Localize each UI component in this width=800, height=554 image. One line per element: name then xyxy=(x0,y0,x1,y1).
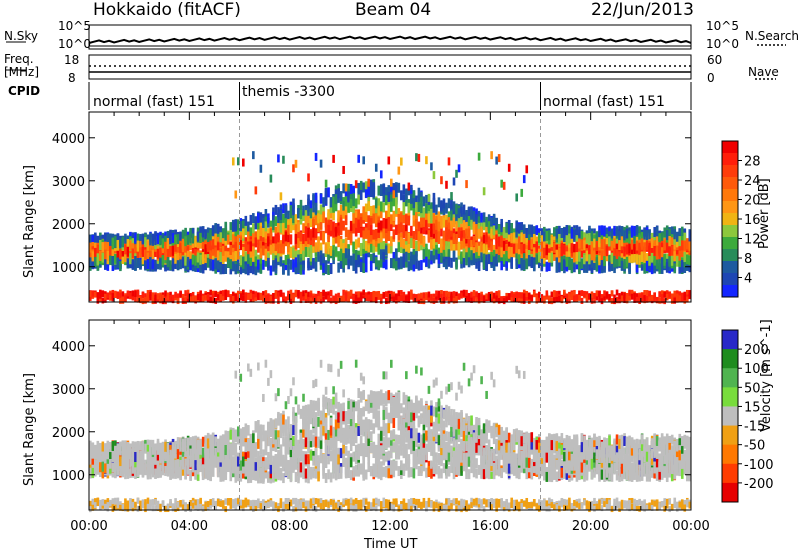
velocity-colorbar-swatch xyxy=(722,387,738,407)
velocity-colorbar-swatch xyxy=(722,406,738,427)
velocity-colorbar-tick-label: 50 xyxy=(744,381,761,396)
power-colorbar-tick-label: 20 xyxy=(744,194,761,209)
x-tick-label: 04:00 xyxy=(171,519,208,534)
velocity-colorbar-tick-label: -15 xyxy=(744,420,765,435)
power-colorbar-tick-label: 12 xyxy=(744,233,761,248)
freq-unit-label: [MHz] xyxy=(4,65,40,79)
y-tick-label: 4000 xyxy=(52,340,85,355)
power-colorbar-tick-label: 28 xyxy=(744,155,761,170)
velocity-colorbar-frame xyxy=(721,329,739,503)
power-colorbar-swatch xyxy=(722,237,738,250)
nsky-label: N.Sky xyxy=(4,29,39,43)
x-tick-label: 08:00 xyxy=(271,519,308,534)
velocity-colorbar-swatch xyxy=(722,444,738,465)
velocity-colorbar-tick-label: -50 xyxy=(744,439,765,454)
freq-label: Freq. xyxy=(4,52,34,66)
y-tick-label: 1000 xyxy=(52,469,85,484)
velocity-colorbar-swatch xyxy=(722,349,738,369)
power-colorbar-swatch xyxy=(722,189,738,202)
velocity-colorbar-tick-label: 100 xyxy=(744,362,769,377)
nsearch-label: N.Search xyxy=(745,29,800,43)
y-tick-label: 4000 xyxy=(52,132,85,147)
power-heatmap xyxy=(89,151,692,305)
power-colorbar-tick-label: 24 xyxy=(744,174,761,189)
date-title: 22/Jun/2013 xyxy=(591,0,694,20)
x-tick-label: 16:00 xyxy=(472,519,509,534)
velocity-colorbar-tick-label: 15 xyxy=(744,400,761,415)
velocity-colorbar-swatch xyxy=(722,425,738,446)
power-colorbar-swatch xyxy=(722,261,738,274)
noise-trace xyxy=(88,35,692,44)
x-tick-label: 00:00 xyxy=(70,519,107,534)
velocity-heatmap xyxy=(89,359,692,513)
cpid-segment-1: normal (fast) 151 xyxy=(93,94,215,110)
x-tick-label: 00:00 xyxy=(672,519,709,534)
cpid-label: CPID xyxy=(8,84,41,98)
power-colorbar-tick-label: 8 xyxy=(744,252,752,267)
velocity-colorbar-tick-label: 200 xyxy=(744,343,769,358)
power-colorbar-swatch xyxy=(722,285,738,298)
nave-tick-bottom: 0 xyxy=(707,71,715,85)
beam-title: Beam 04 xyxy=(355,0,432,20)
cpid-segment-3: normal (fast) 151 xyxy=(543,94,665,110)
power-colorbar-swatch xyxy=(722,213,738,226)
power-colorbar-tick-label: 4 xyxy=(744,272,752,287)
power-colorbar-swatch xyxy=(722,273,738,286)
freq-tick-top: 18 xyxy=(64,53,80,67)
velocity-colorbar-swatch xyxy=(722,463,738,484)
nsearch-tick-top: 10^5 xyxy=(706,19,739,33)
nsky-tick-bottom: 10^0 xyxy=(58,37,91,51)
nave-label: Nave xyxy=(748,65,779,79)
velocity-colorbar-tick-label: -100 xyxy=(744,458,774,473)
x-tick-label: 20:00 xyxy=(572,519,609,534)
x-tick-label: 12:00 xyxy=(371,519,408,534)
power-colorbar-swatch xyxy=(722,165,738,178)
y-tick-label: 3000 xyxy=(52,383,85,398)
power-colorbar-tick-label: 16 xyxy=(744,213,761,228)
power-colorbar-swatch xyxy=(722,153,738,166)
nsearch-tick-bottom: 10^0 xyxy=(706,37,739,51)
y-tick-label: 2000 xyxy=(52,218,85,233)
nave-tick-top: 60 xyxy=(707,53,723,67)
station-title: Hokkaido (fitACF) xyxy=(93,0,241,20)
velocity-colorbar-swatch xyxy=(722,368,738,388)
y-tick-label: 3000 xyxy=(52,175,85,190)
x-axis-title: Time UT xyxy=(364,537,418,552)
power-colorbar-swatch xyxy=(722,177,738,190)
freq-tick-bottom: 8 xyxy=(68,71,76,85)
nsky-tick-top: 10^5 xyxy=(58,19,91,33)
y-tick-label: 1000 xyxy=(52,261,85,276)
velocity-colorbar-swatch xyxy=(722,482,738,503)
power-colorbar-swatch xyxy=(722,249,738,262)
power-colorbar-swatch xyxy=(722,225,738,238)
power-colorbar-swatch xyxy=(722,141,738,154)
velocity-colorbar-swatch xyxy=(722,330,738,350)
y-tick-label: 2000 xyxy=(52,426,85,441)
power-colorbar-swatch xyxy=(722,201,738,214)
cpid-segment-2: themis -3300 xyxy=(242,84,335,100)
freq-panel-frame xyxy=(88,54,692,80)
velocity-colorbar-tick-label: -200 xyxy=(744,477,774,492)
noise-panel-frame xyxy=(88,24,692,50)
